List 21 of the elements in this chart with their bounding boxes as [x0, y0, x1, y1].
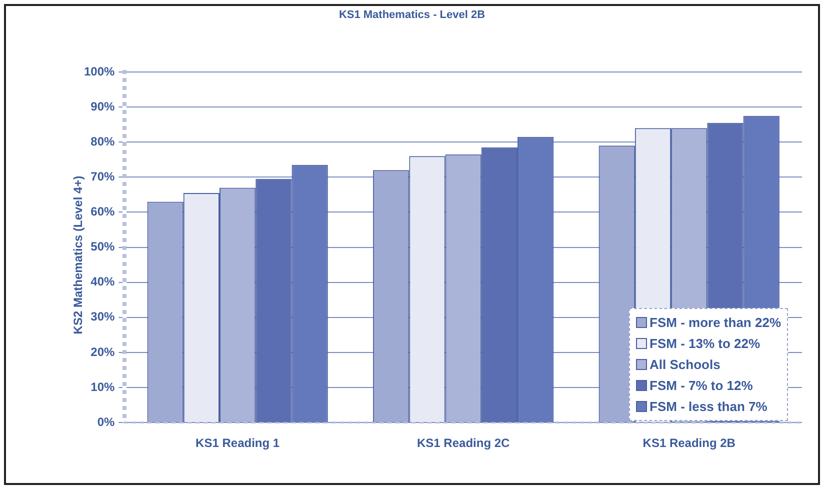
legend-label: FSM - 13% to 22%	[650, 335, 760, 353]
legend-label: All Schools	[650, 356, 720, 374]
x-tick-label: KS1 Reading 2B	[642, 436, 736, 450]
y-tick-label: 90%	[90, 99, 116, 114]
y-tick-label: 50%	[90, 240, 116, 254]
x-tick-label: KS1 Reading 1	[196, 436, 280, 450]
y-tick-label: 10%	[90, 380, 116, 394]
y-tick-label: 0%	[97, 414, 116, 429]
legend-label: FSM - more than 22%	[650, 314, 781, 332]
legend-label: FSM - 7% to 12%	[650, 377, 753, 395]
y-tick-label: 20%	[90, 344, 116, 359]
y-tick-label: 80%	[90, 134, 116, 148]
y-tick-label: 70%	[90, 169, 116, 184]
y-tick-label: 40%	[90, 274, 116, 289]
y-tick-label: 30%	[90, 310, 116, 324]
y-axis-title: KS2 Mathematics (Level 4+)	[71, 176, 85, 334]
chart-title: KS1 Mathematics - Level 2B	[338, 9, 486, 21]
y-tick-label: 100%	[84, 64, 116, 78]
legend-label: FSM - less than 7%	[650, 398, 768, 416]
x-tick-label: KS1 Reading 2C	[416, 436, 510, 450]
y-tick-label: 60%	[90, 204, 116, 219]
